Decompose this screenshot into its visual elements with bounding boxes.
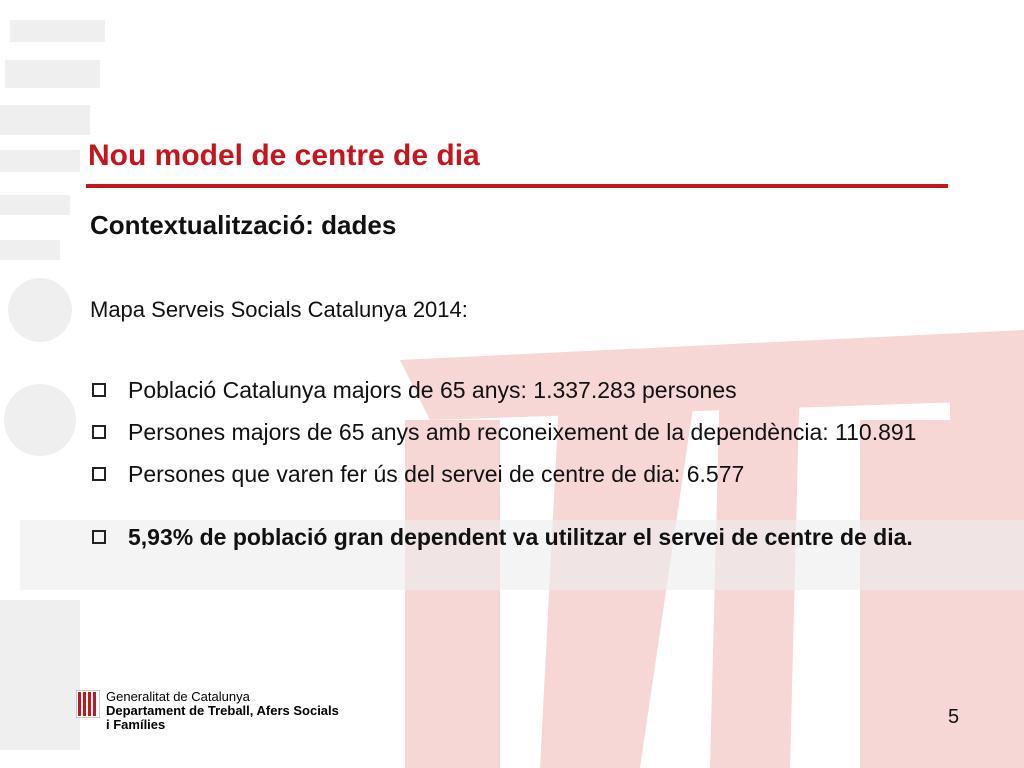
slide-title: Nou model de centre de dia (88, 139, 480, 172)
generalitat-emblem-icon (76, 690, 100, 718)
slide-subtitle: Contextualització: dades (90, 210, 397, 240)
intro-text: Mapa Serveis Socials Catalunya 2014: (90, 297, 468, 322)
list-item: Persones majors de 65 anys amb reconeixe… (90, 417, 930, 448)
list-item-text: Persones majors de 65 anys amb reconeixe… (128, 419, 917, 445)
list-item-text: Població Catalunya majors de 65 anys: 1.… (128, 377, 737, 403)
square-outline-icon (92, 530, 106, 544)
org-line-3: i Famílies (106, 717, 166, 732)
list-item-text: 5,93% de població gran dependent va util… (128, 524, 913, 550)
org-line-1: Generalitat de Catalunya (106, 689, 250, 704)
list-item-text: Persones que varen fer ús del servei de … (128, 461, 745, 487)
square-outline-icon (92, 383, 106, 397)
list-item: Població Catalunya majors de 65 anys: 1.… (90, 375, 930, 406)
list-item: Persones que varen fer ús del servei de … (90, 459, 930, 490)
list-item-highlight: 5,93% de població gran dependent va util… (90, 522, 930, 553)
bullet-list: Població Catalunya majors de 65 anys: 1.… (90, 375, 930, 553)
organization-name: Generalitat de Catalunya Departament de … (106, 690, 339, 732)
square-outline-icon (92, 467, 106, 481)
square-outline-icon (92, 425, 106, 439)
title-underline (86, 184, 948, 188)
org-line-2: Departament de Treball, Afers Socials (106, 703, 339, 718)
page-number: 5 (948, 706, 960, 728)
